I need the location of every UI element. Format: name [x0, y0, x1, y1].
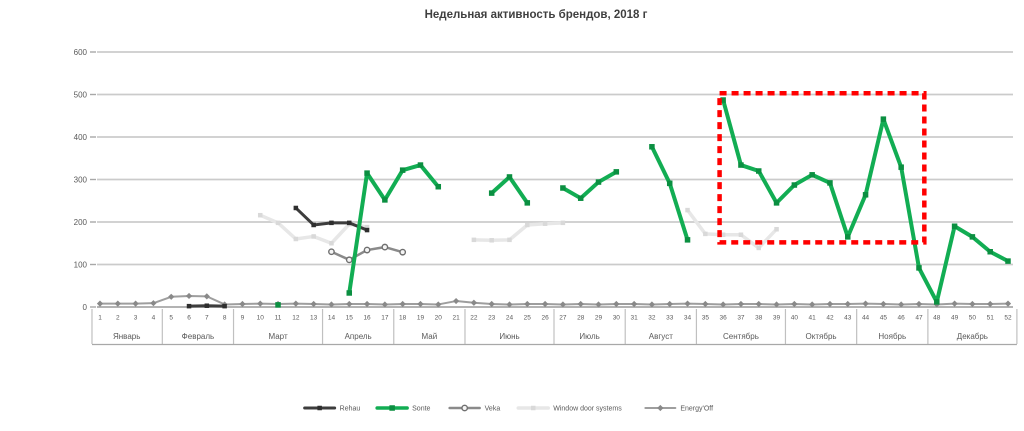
legend-item-veka: Veka	[448, 404, 501, 413]
week-label: 43	[844, 315, 852, 322]
week-label: 42	[826, 315, 834, 322]
week-label: 48	[933, 315, 941, 322]
series-window-door-systems	[257, 207, 779, 251]
week-label: 19	[417, 315, 425, 322]
legend-label: Energy'Off	[680, 406, 713, 413]
week-label: 14	[328, 315, 336, 322]
month-label: Август	[649, 332, 673, 341]
week-label: 26	[541, 315, 549, 322]
week-label: 47	[915, 315, 923, 322]
week-label: 34	[684, 315, 692, 322]
week-label: 16	[363, 315, 371, 322]
legend-item-sonte: Sonte	[375, 405, 431, 413]
week-label: 35	[702, 315, 710, 322]
month-label: Февраль	[182, 332, 215, 341]
series-rehau	[186, 205, 370, 309]
week-label: 33	[666, 315, 674, 322]
week-label: 1	[98, 315, 102, 322]
week-label: 10	[257, 315, 265, 322]
week-label: 20	[435, 315, 443, 322]
month-label: Сентябрь	[723, 332, 759, 341]
legend-item-window-door-systems: Window door systems	[516, 406, 622, 413]
week-label: 40	[791, 315, 799, 322]
legend-label: Rehau	[340, 406, 361, 413]
week-label: 46	[898, 315, 906, 322]
week-label: 5	[169, 315, 173, 322]
legend-item-rehau: Rehau	[303, 406, 361, 413]
month-label: Октябрь	[806, 332, 837, 341]
month-label: Январь	[113, 332, 140, 341]
week-label: 44	[862, 315, 870, 322]
week-label: 50	[969, 315, 977, 322]
chart-title: Недельная активность брендов, 2018 г	[425, 9, 648, 21]
week-label: 41	[809, 315, 817, 322]
week-label: 9	[241, 315, 245, 322]
y-tick-label: 0	[83, 303, 88, 312]
week-label: 22	[470, 315, 478, 322]
week-label: 11	[275, 315, 282, 322]
week-label: 23	[488, 315, 496, 322]
week-label: 7	[205, 315, 209, 322]
y-tick-label: 100	[74, 260, 88, 269]
week-label: 36	[720, 315, 728, 322]
series-energy-off	[96, 292, 1012, 308]
week-label: 13	[310, 315, 318, 322]
week-label: 15	[346, 315, 354, 322]
month-label: Апрель	[345, 332, 372, 341]
week-label: 3	[134, 315, 138, 322]
week-label: 6	[187, 315, 191, 322]
y-tick-label: 600	[74, 48, 88, 57]
month-label: Июль	[579, 332, 599, 341]
week-label: 37	[737, 315, 745, 322]
month-label: Декабрь	[957, 332, 988, 341]
y-tick-label: 200	[74, 218, 88, 227]
week-label: 4	[152, 315, 156, 322]
week-label: 17	[381, 315, 389, 322]
series-sonte	[275, 97, 1011, 308]
week-label: 12	[292, 315, 300, 322]
week-label: 27	[559, 315, 567, 322]
week-label: 49	[951, 315, 959, 322]
week-label: 38	[755, 315, 763, 322]
legend-label: Window door systems	[553, 406, 622, 413]
legend: Rehau Sonte Veka Window door systems Energy'…	[303, 404, 713, 413]
week-label: 21	[452, 315, 460, 322]
week-label: 28	[577, 315, 585, 322]
legend-label: Veka	[485, 406, 501, 413]
highlight-box	[717, 90, 927, 245]
month-label: Май	[422, 332, 438, 341]
y-tick-label: 300	[74, 175, 88, 184]
week-label: 18	[399, 315, 407, 322]
month-label: Март	[268, 332, 287, 341]
legend-item-energy-off: Energy'Off	[644, 404, 713, 413]
week-label: 31	[631, 315, 639, 322]
month-label: Ноябрь	[878, 332, 906, 341]
week-label: 30	[613, 315, 621, 322]
y-tick-label: 500	[74, 90, 88, 99]
week-label: 2	[116, 315, 120, 322]
week-label: 51	[987, 315, 995, 322]
week-label: 24	[506, 315, 514, 322]
month-label: Июнь	[499, 332, 519, 341]
week-label: 52	[1004, 315, 1012, 322]
legend-label: Sonte	[412, 406, 430, 413]
week-label: 45	[880, 315, 888, 322]
series-veka	[328, 243, 407, 264]
week-label: 32	[648, 315, 656, 322]
week-label: 25	[524, 315, 532, 322]
week-label: 39	[773, 315, 781, 322]
y-tick-label: 400	[74, 133, 88, 142]
week-label: 8	[223, 315, 227, 322]
y-axis: 0 100 200 300 400 500 600	[74, 48, 1013, 312]
week-label: 29	[595, 315, 603, 322]
